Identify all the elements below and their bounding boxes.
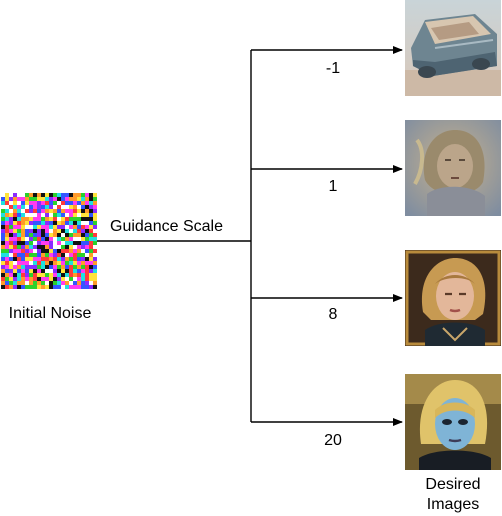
scale-label-4: 20 bbox=[324, 432, 342, 449]
output-image-blonde-portrait bbox=[405, 250, 501, 346]
desired-images-label-line2: Images bbox=[426, 496, 480, 513]
output-image-car bbox=[405, 0, 501, 96]
initial-noise-image bbox=[1, 193, 97, 289]
output-image-blurry-portrait bbox=[405, 120, 501, 216]
blue-face-portrait-painting-icon bbox=[405, 374, 501, 470]
initial-noise-label: Initial Noise bbox=[8, 305, 92, 322]
blurry-portrait-painting-icon bbox=[405, 120, 501, 216]
output-image-blue-face-portrait bbox=[405, 374, 501, 470]
guidance-scale-label: Guidance Scale bbox=[110, 218, 223, 235]
blonde-portrait-painting-icon bbox=[405, 250, 501, 346]
noise-icon bbox=[1, 193, 97, 289]
car-wreck-painting-icon bbox=[405, 0, 501, 96]
desired-images-label-line1: Desired bbox=[425, 476, 481, 493]
scale-label-1: -1 bbox=[325, 60, 341, 77]
scale-label-3: 8 bbox=[328, 306, 338, 323]
scale-label-2: 1 bbox=[328, 178, 338, 195]
